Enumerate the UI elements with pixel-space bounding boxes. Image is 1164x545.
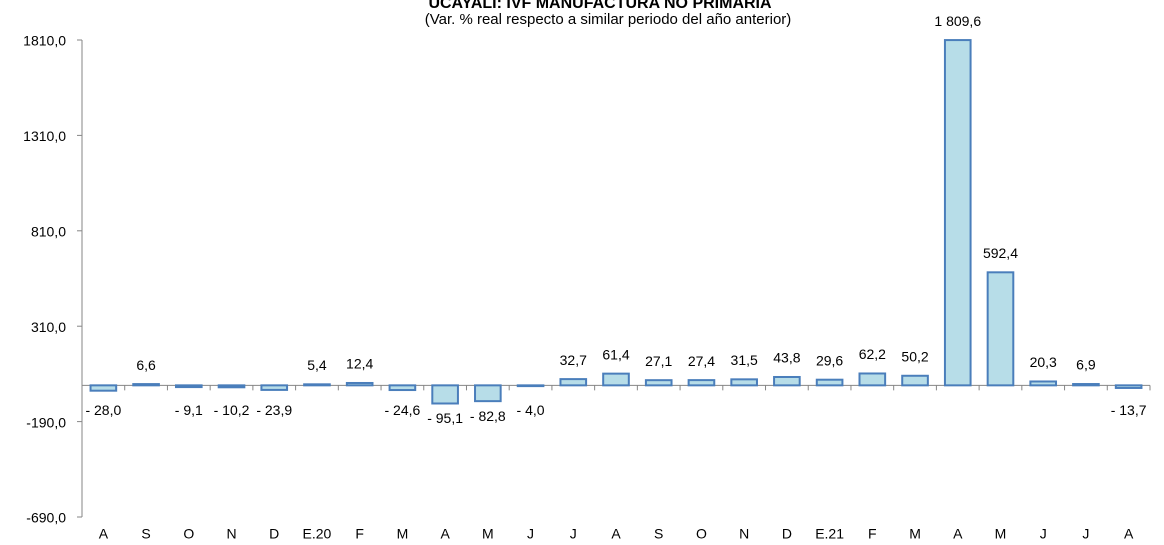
- y-tick-label: 1310,0: [23, 128, 66, 144]
- bar: [303, 383, 331, 387]
- value-label: 20,3: [1030, 354, 1057, 370]
- value-label: 592,4: [983, 245, 1018, 261]
- y-tick-label: -190,0: [26, 414, 66, 430]
- value-label: 29,6: [816, 352, 843, 368]
- value-label: 6,6: [136, 357, 156, 373]
- bar: [602, 372, 630, 387]
- x-tick-label: D: [269, 526, 279, 542]
- x-tick-label: M: [995, 526, 1007, 542]
- x-tick-label: A: [611, 526, 621, 542]
- x-tick-label: O: [696, 526, 707, 542]
- chart-title: UCAYALI: IVF MANUFACTURA NO PRIMARIA: [428, 0, 772, 12]
- value-label: - 4,0: [517, 402, 545, 418]
- y-tick-label: 1810,0: [23, 33, 66, 49]
- value-label: - 82,8: [470, 408, 506, 424]
- x-tick-label: N: [739, 526, 749, 542]
- x-tick-label: F: [868, 526, 877, 542]
- value-label: 27,1: [645, 353, 672, 369]
- value-label: - 95,1: [427, 410, 463, 426]
- x-tick-label: J: [527, 526, 534, 542]
- bar: [431, 384, 459, 405]
- value-label: 62,2: [859, 346, 886, 362]
- x-tick-label: A: [953, 526, 963, 542]
- x-tick-label: N: [226, 526, 236, 542]
- bar: [132, 383, 160, 387]
- x-tick-label: M: [909, 526, 921, 542]
- bar: [644, 379, 673, 387]
- y-tick-label: -690,0: [26, 510, 66, 526]
- value-label: 32,7: [560, 352, 587, 368]
- value-label: 31,5: [731, 352, 758, 368]
- y-tick-label: 310,0: [31, 319, 66, 335]
- x-tick-label: J: [1082, 526, 1089, 542]
- x-tick-label: J: [1040, 526, 1047, 542]
- bar: [388, 384, 417, 392]
- x-tick-label: E.21: [815, 526, 844, 542]
- x-tick-label: F: [355, 526, 364, 542]
- value-label: - 23,9: [256, 402, 292, 418]
- x-tick-label: S: [654, 526, 663, 542]
- bar: [687, 379, 716, 387]
- value-label: - 24,6: [384, 402, 420, 418]
- bar: [474, 384, 502, 403]
- x-tick-label: A: [1124, 526, 1134, 542]
- value-label: 5,4: [307, 357, 327, 373]
- value-label: - 9,1: [175, 402, 203, 418]
- value-label: 1 809,6: [934, 13, 981, 29]
- bar: [559, 378, 588, 387]
- y-tick-label: 810,0: [31, 224, 66, 240]
- value-label: - 28,0: [85, 402, 121, 418]
- x-tick-label: M: [397, 526, 409, 542]
- x-tick-label: S: [141, 526, 150, 542]
- x-tick-label: J: [570, 526, 577, 542]
- value-label: 27,4: [688, 353, 715, 369]
- bar: [943, 39, 972, 387]
- bar: [815, 378, 844, 387]
- chart-subtitle: (Var. % real respecto a similar periodo …: [425, 11, 792, 28]
- bar: [858, 372, 887, 387]
- value-label: 43,8: [773, 350, 800, 366]
- x-tick-label: D: [782, 526, 792, 542]
- bar: [345, 381, 374, 387]
- value-label: 61,4: [602, 346, 629, 362]
- bar: [1029, 380, 1058, 387]
- bar: [730, 378, 758, 387]
- value-label: 6,9: [1076, 357, 1096, 373]
- bar: [260, 384, 289, 391]
- value-label: 12,4: [346, 356, 373, 372]
- bar: [773, 375, 801, 387]
- bar: [1072, 383, 1100, 387]
- x-tick-label: O: [183, 526, 194, 542]
- value-label: - 10,2: [214, 402, 250, 418]
- bar: [174, 384, 203, 389]
- bar: [516, 384, 545, 388]
- value-label: - 13,7: [1111, 402, 1147, 418]
- bar: [89, 384, 118, 392]
- x-tick-label: M: [482, 526, 494, 542]
- bar: [1114, 384, 1143, 389]
- bar: [986, 271, 1015, 387]
- x-tick-label: E.20: [303, 526, 332, 542]
- bar: [217, 384, 246, 389]
- bar: [901, 374, 929, 387]
- x-tick-label: A: [99, 526, 109, 542]
- x-tick-label: A: [440, 526, 450, 542]
- value-label: 50,2: [901, 348, 928, 364]
